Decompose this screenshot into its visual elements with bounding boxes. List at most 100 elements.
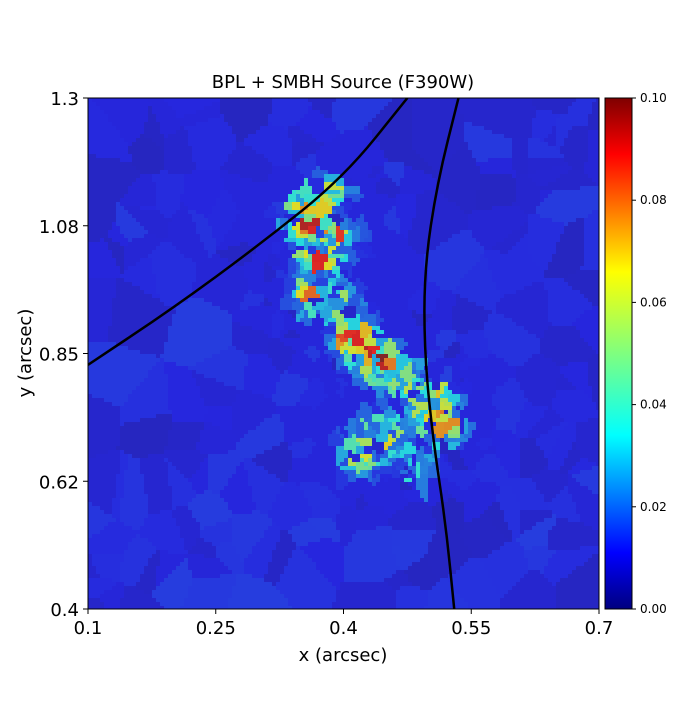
source-cell bbox=[220, 158, 225, 163]
source-cell bbox=[544, 170, 549, 175]
source-cell bbox=[500, 106, 505, 111]
source-cell bbox=[220, 182, 225, 187]
source-cell bbox=[324, 206, 329, 211]
source-cell bbox=[120, 126, 125, 131]
source-cell bbox=[156, 106, 161, 111]
source-cell bbox=[392, 178, 397, 183]
source-cell bbox=[372, 246, 377, 251]
source-cell bbox=[284, 142, 289, 147]
source-cell bbox=[464, 114, 469, 119]
source-cell bbox=[272, 166, 277, 171]
source-cell bbox=[324, 134, 329, 139]
source-cell bbox=[256, 98, 261, 103]
source-cell bbox=[216, 234, 221, 239]
source-cell bbox=[272, 162, 277, 167]
source-cell bbox=[376, 178, 381, 183]
source-cell bbox=[104, 250, 109, 255]
source-cell bbox=[236, 242, 241, 247]
source-cell bbox=[152, 162, 157, 167]
source-cell bbox=[584, 110, 589, 115]
source-cell bbox=[580, 246, 585, 251]
source-cell bbox=[504, 170, 509, 175]
source-cell bbox=[352, 170, 357, 175]
source-cell bbox=[440, 122, 445, 127]
source-cell bbox=[268, 194, 273, 199]
source-cell bbox=[420, 98, 425, 103]
source-cell bbox=[452, 222, 457, 227]
source-cell bbox=[260, 162, 265, 167]
source-cell bbox=[184, 118, 189, 123]
source-cell bbox=[412, 214, 417, 219]
source-cell bbox=[456, 198, 461, 203]
source-cell bbox=[456, 126, 461, 131]
source-cell bbox=[376, 194, 381, 199]
source-cell bbox=[340, 182, 345, 187]
source-cell bbox=[164, 150, 169, 155]
source-cell bbox=[492, 126, 497, 131]
source-cell bbox=[252, 250, 257, 255]
source-cell bbox=[596, 210, 599, 215]
source-cell bbox=[260, 226, 265, 231]
source-cell bbox=[292, 246, 297, 251]
source-cell bbox=[256, 182, 261, 187]
source-cell bbox=[556, 110, 561, 115]
source-cell bbox=[320, 110, 325, 115]
source-cell bbox=[264, 110, 269, 115]
source-cell bbox=[592, 222, 597, 227]
source-cell bbox=[464, 106, 469, 111]
source-cell bbox=[352, 246, 357, 251]
source-cell bbox=[92, 130, 97, 135]
source-cell bbox=[92, 110, 97, 115]
source-cell bbox=[248, 102, 253, 107]
source-cell bbox=[584, 198, 589, 203]
source-cell bbox=[316, 226, 321, 231]
source-cell bbox=[264, 250, 269, 255]
source-cell bbox=[520, 238, 525, 243]
source-cell bbox=[144, 230, 149, 235]
source-cell bbox=[216, 114, 221, 119]
source-cell bbox=[256, 102, 261, 107]
source-cell bbox=[236, 178, 241, 183]
source-cell bbox=[152, 150, 157, 155]
source-cell bbox=[312, 182, 317, 187]
source-cell bbox=[380, 110, 385, 115]
source-cell bbox=[480, 226, 485, 231]
source-cell bbox=[272, 98, 277, 103]
source-cell bbox=[440, 218, 445, 223]
source-cell bbox=[352, 234, 357, 239]
source-cell bbox=[436, 106, 441, 111]
source-cell bbox=[248, 246, 253, 251]
source-cell bbox=[580, 146, 585, 151]
source-cell bbox=[576, 118, 581, 123]
source-cell bbox=[292, 166, 297, 171]
source-cell bbox=[436, 126, 441, 131]
source-cell bbox=[228, 146, 233, 151]
source-cell bbox=[236, 202, 241, 207]
source-cell bbox=[260, 130, 265, 135]
source-cell bbox=[472, 246, 477, 251]
source-cell bbox=[296, 182, 301, 187]
source-cell bbox=[528, 166, 533, 171]
source-cell bbox=[288, 162, 293, 167]
source-cell bbox=[552, 122, 557, 127]
source-cell bbox=[268, 118, 273, 123]
source-cell bbox=[164, 142, 169, 147]
source-cell bbox=[432, 246, 437, 251]
source-cell bbox=[568, 146, 573, 151]
source-cell bbox=[268, 130, 273, 135]
source-cell bbox=[412, 174, 417, 179]
source-cell bbox=[424, 122, 429, 127]
source-cell bbox=[352, 142, 357, 147]
source-cell bbox=[568, 234, 573, 239]
source-cell bbox=[572, 246, 577, 251]
source-cell bbox=[228, 242, 233, 247]
source-cell bbox=[364, 218, 369, 223]
source-cell bbox=[236, 222, 241, 227]
source-cell bbox=[420, 126, 425, 131]
source-cell bbox=[204, 166, 209, 171]
source-cell bbox=[460, 186, 465, 191]
source-cell bbox=[328, 234, 333, 239]
source-cell bbox=[500, 242, 505, 247]
source-cell bbox=[160, 218, 165, 223]
source-cell bbox=[312, 106, 317, 111]
